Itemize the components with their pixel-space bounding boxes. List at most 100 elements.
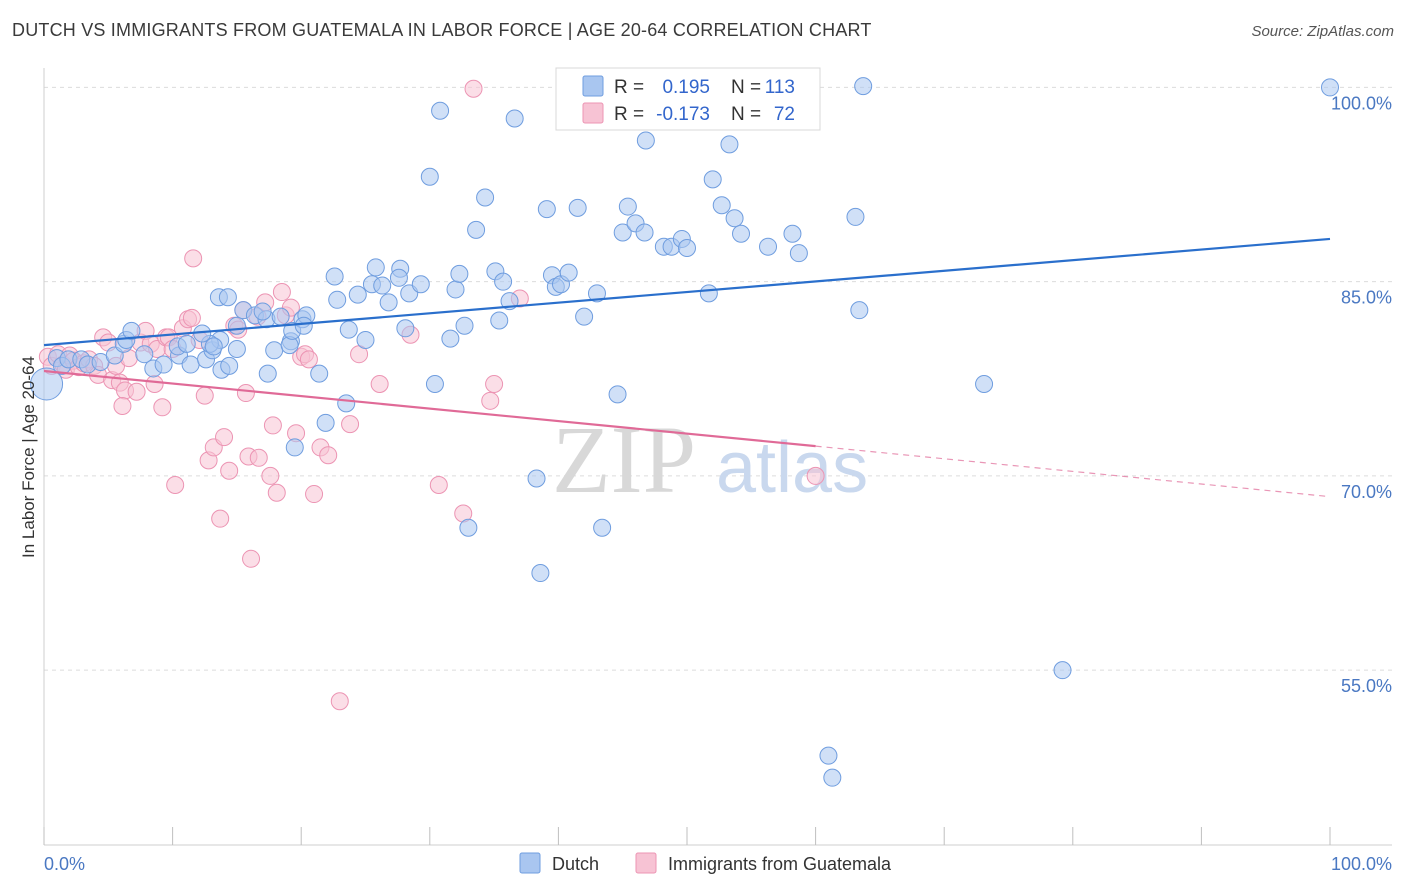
dutch-trend-line bbox=[43, 237, 1331, 347]
dutch-point bbox=[348, 285, 367, 304]
bottom-legend-swatch-dutch bbox=[519, 852, 541, 874]
dutch-point bbox=[181, 355, 200, 374]
y-axis-label: In Labor Force | Age 20-64 bbox=[19, 356, 38, 558]
dutch-point bbox=[505, 109, 524, 128]
source-label: Source: ZipAtlas.com bbox=[1251, 23, 1394, 40]
dutch-point bbox=[425, 374, 444, 393]
dutch-point bbox=[337, 394, 356, 413]
watermark: ZIP atlas bbox=[552, 406, 868, 513]
dutch-point bbox=[316, 413, 335, 432]
dutch-point bbox=[446, 280, 465, 299]
dutch-point bbox=[220, 356, 239, 375]
dutch-point bbox=[373, 276, 392, 295]
dutch-point bbox=[218, 288, 237, 307]
dutch-point bbox=[759, 237, 778, 256]
dutch-point bbox=[339, 320, 358, 339]
dutch-point bbox=[854, 77, 873, 96]
dutch-point bbox=[1053, 661, 1072, 680]
watermark-atlas: atlas bbox=[716, 428, 868, 508]
bottom-legend-swatch-guatemala bbox=[635, 852, 657, 874]
guatemala-point bbox=[195, 386, 214, 405]
dutch-point bbox=[725, 209, 744, 228]
guatemala-point bbox=[153, 398, 172, 417]
legend-swatch-dutch bbox=[582, 75, 604, 97]
dutch-point bbox=[678, 239, 696, 258]
dutch-point bbox=[732, 224, 751, 243]
dutch-point bbox=[527, 469, 546, 488]
guatemala-point bbox=[370, 374, 389, 393]
legend-n-value: 72 bbox=[774, 104, 795, 125]
guatemala-point bbox=[145, 374, 164, 393]
y-tick-label: 70.0% bbox=[1341, 482, 1392, 502]
x-tick-labels: 0.0% 100.0% bbox=[44, 854, 1392, 874]
guatemala-point bbox=[215, 428, 234, 447]
dutch-point bbox=[1321, 78, 1339, 97]
dutch-point bbox=[310, 364, 329, 383]
dutch-point bbox=[328, 290, 347, 309]
dutch-point bbox=[636, 131, 655, 150]
dutch-point bbox=[325, 267, 344, 286]
dutch-point bbox=[366, 258, 385, 277]
dutch-point bbox=[204, 337, 223, 356]
guatemala-points bbox=[38, 79, 825, 711]
x-tick-label: 100.0% bbox=[1331, 854, 1392, 874]
legend-r-value: -0.173 bbox=[656, 104, 710, 125]
guatemala-point bbox=[263, 416, 282, 435]
dutch-point bbox=[271, 307, 290, 326]
guatemala-point bbox=[242, 549, 261, 568]
axes bbox=[43, 68, 1392, 846]
y-tick-labels: 55.0% 70.0% 85.0% 100.0% bbox=[1331, 93, 1392, 696]
dutch-point bbox=[227, 316, 246, 335]
guatemala-trend-extension bbox=[815, 445, 1331, 498]
y-tick-label: 100.0% bbox=[1331, 93, 1392, 113]
chart-title: DUTCH VS IMMIGRANTS FROM GUATEMALA IN LA… bbox=[12, 20, 872, 40]
dutch-point bbox=[30, 367, 64, 401]
trend-lines bbox=[43, 237, 1331, 498]
dutch-point bbox=[846, 207, 865, 226]
dutch-point bbox=[537, 200, 556, 219]
dutch-point bbox=[411, 275, 430, 294]
dutch-point bbox=[455, 316, 474, 335]
dutch-point bbox=[459, 518, 478, 537]
guatemala-point bbox=[267, 483, 286, 502]
dutch-point bbox=[379, 293, 398, 312]
dutch-point bbox=[975, 374, 994, 393]
guatemala-point bbox=[272, 283, 291, 302]
dutch-point bbox=[850, 301, 869, 320]
dutch-point bbox=[823, 768, 842, 787]
guatemala-point bbox=[249, 448, 268, 467]
guatemala-point bbox=[806, 466, 825, 485]
guatemala-point bbox=[113, 396, 132, 415]
guatemala-point bbox=[341, 415, 360, 434]
legend-n-label: N = bbox=[731, 104, 761, 125]
dutch-point bbox=[258, 364, 277, 383]
bottom-legend-dutch: Dutch bbox=[552, 854, 599, 874]
dutch-point bbox=[476, 188, 495, 207]
x-tick-label: 0.0% bbox=[44, 854, 85, 874]
dutch-point bbox=[593, 518, 612, 537]
guatemala-point bbox=[464, 79, 483, 98]
dutch-point bbox=[450, 264, 469, 283]
dutch-point bbox=[712, 196, 731, 215]
guatemala-trend-line bbox=[43, 369, 816, 448]
guatemala-point bbox=[261, 466, 280, 485]
dutch-point bbox=[618, 197, 637, 216]
legend-n-label: N = bbox=[731, 77, 761, 98]
dutch-point bbox=[608, 385, 627, 404]
bottom-legend-guatemala: Immigrants from Guatemala bbox=[668, 854, 892, 874]
guatemala-point bbox=[305, 485, 324, 504]
legend-r-label: R = bbox=[614, 77, 644, 98]
dutch-point bbox=[703, 170, 722, 189]
guatemala-point bbox=[236, 384, 255, 403]
dutch-point bbox=[559, 263, 578, 282]
dutch-point bbox=[420, 167, 439, 186]
dutch-point bbox=[122, 321, 141, 340]
guatemala-point bbox=[481, 391, 500, 410]
dutch-point bbox=[356, 330, 375, 349]
dutch-point bbox=[635, 223, 654, 242]
dutch-point bbox=[467, 220, 486, 239]
dutch-point bbox=[135, 345, 154, 364]
dutch-point bbox=[568, 198, 587, 217]
guatemala-point bbox=[127, 382, 146, 401]
dutch-point bbox=[720, 135, 739, 154]
